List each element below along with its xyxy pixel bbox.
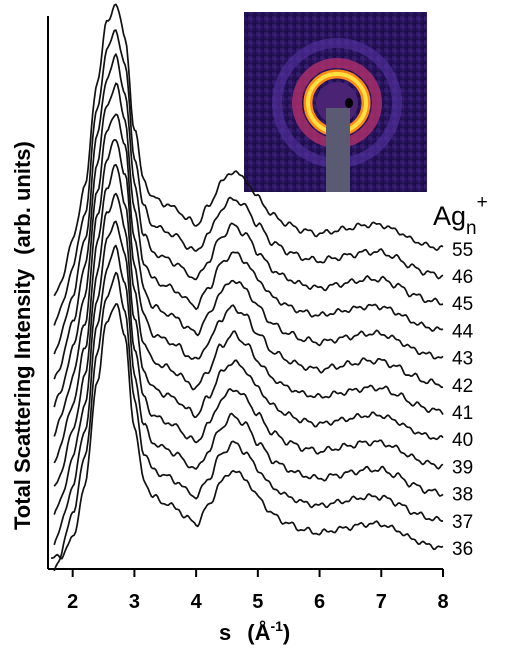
curve-ag-39	[53, 220, 444, 515]
curve-ag-44	[53, 82, 444, 380]
curve-ag-38	[53, 244, 444, 546]
series-label-45: 45	[452, 294, 473, 315]
curve-ag-41	[53, 163, 444, 464]
curve-ag-43	[53, 113, 444, 408]
x-tick-label: 3	[129, 591, 140, 613]
legend-title: Agn+	[433, 192, 488, 239]
x-axis-ticks: 2 3 4 5 6 7 8	[67, 569, 449, 613]
x-tick-label: 5	[252, 591, 263, 613]
x-tick-label: 4	[191, 591, 203, 613]
series-label-40: 40	[452, 430, 473, 451]
x-tick-label: 7	[376, 591, 387, 613]
series-label-41: 41	[452, 403, 473, 424]
curve-ag-37	[53, 271, 444, 572]
series-labels: 36 37 38 39 40 41 42 43 44 45 46 55	[452, 240, 474, 560]
curve-ag-46	[53, 29, 444, 326]
series-label-42: 42	[452, 376, 473, 397]
series-label-44: 44	[452, 321, 474, 342]
series-label-37: 37	[452, 512, 473, 533]
series-label-46: 46	[452, 267, 473, 288]
curve-ag-55	[53, 3, 444, 297]
curve-ag-36	[50, 303, 444, 560]
series-label-43: 43	[452, 349, 473, 370]
x-tick-label: 6	[314, 591, 325, 613]
curve-ag-40	[53, 192, 444, 487]
curve-ag-45	[53, 53, 444, 355]
x-tick-label: 8	[437, 591, 448, 613]
y-axis-label: Total Scattering Intensity(arb. units)	[10, 141, 35, 530]
series-label-55: 55	[452, 240, 473, 261]
x-tick-label: 2	[67, 591, 78, 613]
diffraction-inset-image	[244, 12, 427, 192]
x-axis-label: s (Å-1)	[219, 618, 290, 645]
curve-ag-42	[53, 138, 444, 437]
series-label-38: 38	[452, 485, 473, 506]
series-label-39: 39	[452, 457, 473, 478]
series-label-36: 36	[452, 539, 473, 560]
scattering-curves	[50, 3, 444, 572]
